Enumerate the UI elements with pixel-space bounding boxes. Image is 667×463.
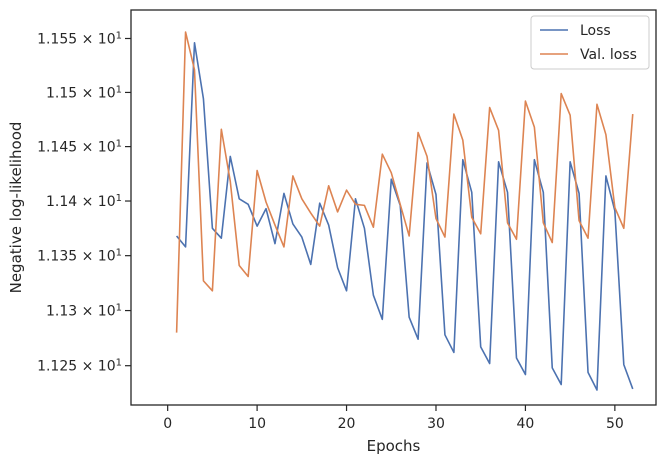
legend-label-2: Val. loss [580,47,637,63]
x-tick-label: 0 [163,416,172,432]
y-tick-label: 1.14 × 101 [46,193,122,211]
x-tick-label: 20 [338,416,356,432]
plot-frame [130,9,657,406]
axis-ticks: 0 10 20 30 40 50 1.125 × 101 1.13 × 101 1.135 × … [37,30,624,432]
y-axis-label: Negative log-likelihood [7,122,25,294]
chart-marks [175,31,634,391]
y-tick-label: 1.125 × 101 [37,357,122,375]
x-tick-label: 40 [517,416,535,432]
y-tick-label: 1.13 × 101 [46,302,122,320]
x-tick-label: 30 [427,416,445,432]
x-tick-label: 10 [248,416,266,432]
y-tick-label: 1.145 × 101 [37,138,122,156]
legend-label-1: Loss [580,23,611,39]
y-tick-label: 1.15 × 101 [46,84,122,102]
x-tick-label: 50 [606,416,624,432]
legend: Loss Val. loss [530,15,650,70]
x-axis-label: Epochs [367,437,421,455]
series-line-2 [175,31,634,333]
y-tick-label: 1.155 × 101 [37,30,122,48]
y-tick-label: 1.135 × 101 [37,247,122,265]
